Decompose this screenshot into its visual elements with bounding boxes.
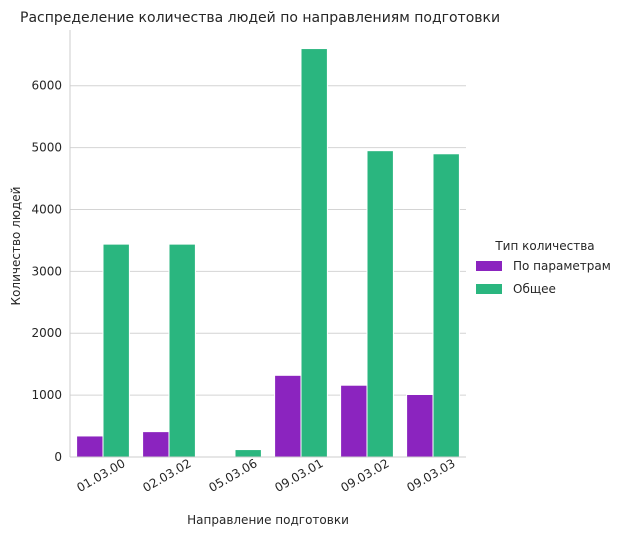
legend-swatch — [476, 284, 502, 294]
bar — [274, 374, 302, 458]
x-tick-label: 09.03.02 — [338, 456, 391, 495]
x-tick-label: 09.03.03 — [404, 456, 457, 495]
x-tick-label: 02.03.02 — [140, 456, 193, 495]
y-tick-labels: 0 1000 2000 3000 4000 5000 6000 — [31, 79, 62, 464]
grid-lines — [70, 85, 466, 458]
chart-title: Распределение количества людей по направ… — [20, 10, 500, 26]
bar — [102, 243, 130, 458]
x-tick-label: 09.03.01 — [272, 456, 325, 495]
legend-items: По параметрам Общее — [476, 259, 611, 296]
y-axis-label: Количество людей — [9, 187, 23, 306]
axes-group — [69, 30, 466, 458]
bar — [366, 150, 394, 458]
legend-item-label: Общее — [513, 282, 556, 296]
x-axis-label: Направление подготовки — [187, 513, 349, 527]
bar — [234, 449, 262, 458]
bars-group — [76, 48, 460, 458]
x-tick-label: 01.03.00 — [74, 456, 127, 495]
y-tick-label: 1000 — [31, 388, 62, 402]
y-tick-label: 2000 — [31, 326, 62, 340]
bar — [142, 431, 170, 458]
bar — [76, 435, 104, 458]
bar — [300, 48, 328, 458]
bar — [406, 393, 434, 458]
y-tick-label: 5000 — [31, 141, 62, 155]
legend-swatch — [476, 261, 502, 271]
legend-item-label: По параметрам — [513, 259, 611, 273]
bar — [168, 243, 196, 458]
x-tick-labels: 01.03.00 02.03.02 05.03.06 09.03.01 09.03.02… — [74, 456, 457, 495]
y-tick-label: 0 — [54, 450, 62, 464]
y-tick-label: 3000 — [31, 264, 62, 278]
bar — [432, 153, 460, 458]
legend-title: Тип количества — [494, 239, 594, 253]
bar — [340, 384, 368, 458]
legend: Тип количества По параметрам Общее — [476, 239, 611, 296]
y-tick-label: 4000 — [31, 202, 62, 216]
y-tick-label: 6000 — [31, 79, 62, 93]
x-tick-label: 05.03.06 — [206, 456, 259, 495]
